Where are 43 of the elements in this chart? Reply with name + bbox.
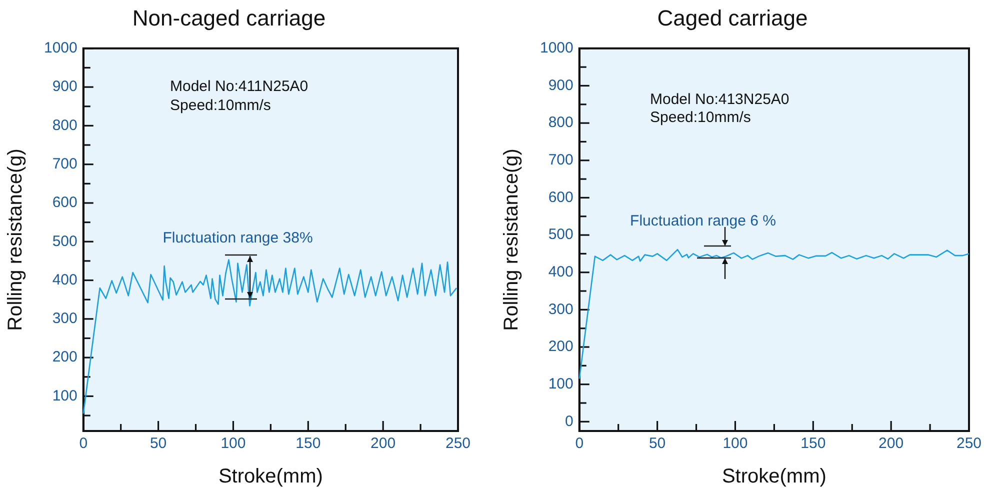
x-tick-label: 200	[370, 435, 396, 452]
x-tick-label: 250	[956, 435, 982, 452]
chart-title: Caged carriage	[657, 5, 808, 30]
y-axis-title: Rolling resistance(g)	[500, 148, 523, 331]
x-tick-label: 100	[220, 435, 246, 452]
y-tick-label: 400	[52, 271, 78, 288]
x-tick-label: 150	[296, 435, 321, 452]
annotation: Model No:411N25A0	[170, 78, 308, 96]
y-tick-label: 300	[548, 300, 574, 318]
x-axis-title: Stroke(mm)	[722, 466, 826, 488]
y-tick-label: 600	[548, 188, 574, 206]
y-tick-label: 500	[548, 226, 574, 244]
y-axis-title: Rolling resistance(g)	[4, 148, 27, 331]
x-tick-label: 150	[800, 435, 826, 452]
y-tick-label: 400	[548, 264, 574, 280]
y-tick-label: 700	[548, 152, 574, 169]
x-tick-label: 50	[648, 435, 666, 452]
y-tick-label: 500	[52, 232, 78, 250]
annotation: Speed:10mm/s	[650, 109, 751, 126]
y-tick-label: 600	[52, 194, 78, 212]
x-tick-label: 250	[445, 435, 471, 452]
y-tick-label: 200	[52, 348, 78, 366]
annotation: Fluctuation range 38%	[162, 229, 313, 246]
annotation: Fluctuation range 6 %	[630, 212, 776, 230]
x-axis-title: Stroke(mm)	[218, 466, 323, 488]
chart-title: Non-caged carriage	[132, 5, 326, 30]
y-tick-label: 700	[52, 155, 78, 172]
y-tick-label: 100	[52, 387, 78, 404]
x-tick-label: 50	[150, 435, 167, 452]
x-tick-label: 100	[722, 435, 748, 452]
y-tick-label: 800	[548, 114, 574, 132]
y-tick-label: 0	[565, 412, 574, 430]
y-tick-label: 1000	[44, 40, 78, 57]
annotation: Speed:10mm/s	[170, 97, 271, 114]
y-tick-label: 900	[52, 78, 78, 96]
y-tick-label: 900	[548, 76, 574, 94]
y-tick-label: 100	[548, 375, 574, 392]
annotation: Model No:413N25A0	[650, 91, 790, 108]
y-tick-label: 300	[52, 310, 78, 328]
x-tick-label: 200	[878, 435, 904, 452]
y-tick-label: 800	[52, 116, 78, 134]
y-tick-label: 200	[548, 338, 574, 356]
y-tick-label: 1000	[540, 40, 574, 57]
